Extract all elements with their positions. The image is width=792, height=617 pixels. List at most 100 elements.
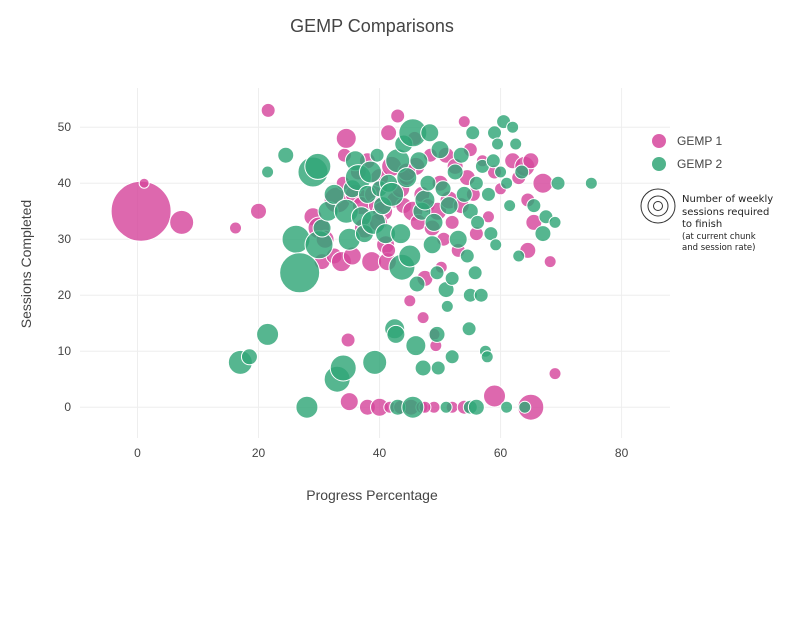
point-gemp-2 <box>548 215 562 229</box>
point-gemp-2 <box>473 287 489 303</box>
point-gemp-2 <box>550 175 566 191</box>
tick-labels: 0 20 40 60 80 0 10 20 30 40 50 <box>58 120 629 460</box>
point-gemp-2 <box>323 183 345 205</box>
x-axis-label: Progress Percentage <box>306 487 438 503</box>
point-gemp-2 <box>439 400 453 414</box>
point-gemp-2 <box>409 151 429 171</box>
x-tick-label: 80 <box>615 446 629 460</box>
point-gemp-2 <box>422 235 442 255</box>
point-gemp-2 <box>419 174 437 192</box>
point-gemp-2 <box>430 140 450 160</box>
y-axis-label: Sessions Completed <box>18 200 34 328</box>
point-gemp-1 <box>548 367 562 381</box>
y-tick-label: 10 <box>58 344 72 358</box>
point-gemp-2 <box>459 248 475 264</box>
point-gemp-1 <box>381 242 397 258</box>
y-tick-label: 20 <box>58 288 72 302</box>
point-gemp-2 <box>279 252 321 294</box>
point-gemp-2 <box>526 198 542 214</box>
point-gemp-2 <box>467 398 485 416</box>
x-tick-label: 20 <box>252 446 266 460</box>
point-gemp-2 <box>446 163 464 181</box>
point-gemp-2 <box>467 265 483 281</box>
point-gemp-1 <box>335 127 357 149</box>
x-tick-label: 40 <box>373 446 387 460</box>
point-gemp-1 <box>250 202 268 220</box>
y-tick-label: 0 <box>64 400 71 414</box>
point-gemp-2 <box>414 359 432 377</box>
point-gemp-2 <box>470 214 486 230</box>
point-gemp-2 <box>396 167 418 189</box>
point-gemp-2 <box>386 324 406 344</box>
point-gemp-2 <box>390 223 412 245</box>
point-gemp-2 <box>358 160 382 184</box>
point-gemp-2 <box>408 275 426 293</box>
point-gemp-2 <box>398 244 422 268</box>
chart-title: GEMP Comparisons <box>290 16 454 36</box>
point-gemp-1 <box>390 108 406 124</box>
point-gemp-2 <box>369 147 385 163</box>
point-gemp-2 <box>428 325 446 343</box>
point-gemp-1 <box>260 102 276 118</box>
size-legend-text: Number of weekly sessions required to fi… <box>682 194 782 254</box>
point-gemp-1 <box>380 124 398 142</box>
point-gemp-2 <box>444 349 460 365</box>
point-gemp-2 <box>362 349 388 375</box>
point-gemp-2 <box>512 249 526 263</box>
point-gemp-2 <box>295 395 319 419</box>
point-gemp-2 <box>439 196 459 216</box>
point-gemp-2 <box>405 335 427 357</box>
point-gemp-2 <box>452 146 470 164</box>
legend-label-gemp-1: GEMP 1 <box>677 134 722 148</box>
point-gemp-2 <box>468 175 484 191</box>
point-gemp-2 <box>518 400 532 414</box>
point-gemp-2 <box>487 125 503 141</box>
point-gemp-1 <box>110 180 172 242</box>
point-gemp-2 <box>491 137 505 151</box>
point-gemp-1 <box>403 294 417 308</box>
point-gemp-1 <box>169 209 195 235</box>
point-gemp-2 <box>534 225 552 243</box>
legend-marker-gemp-2 <box>652 157 666 171</box>
legend-label-gemp-2: GEMP 2 <box>677 157 722 171</box>
size-legend-sub: (at current chunk and session rate) <box>682 231 756 253</box>
size-legend-icon <box>640 188 676 224</box>
point-gemp-2 <box>430 360 446 376</box>
point-gemp-1 <box>457 115 471 129</box>
point-gemp-2 <box>465 125 481 141</box>
point-gemp-2 <box>424 212 444 232</box>
point-gemp-1 <box>444 214 460 230</box>
point-gemp-2 <box>312 218 332 238</box>
point-gemp-2 <box>494 165 508 179</box>
point-gemp-2 <box>514 164 530 180</box>
point-gemp-1 <box>483 384 507 408</box>
point-gemp-2 <box>455 185 473 203</box>
point-gemp-1 <box>522 152 540 170</box>
point-gemp-2 <box>329 354 357 382</box>
point-gemp-2 <box>414 189 436 211</box>
point-gemp-2 <box>277 146 295 164</box>
point-gemp-1 <box>543 255 557 269</box>
point-gemp-2 <box>420 123 440 143</box>
point-gemp-2 <box>444 270 460 286</box>
point-gemp-2 <box>485 153 501 169</box>
point-gemp-2 <box>509 137 523 151</box>
point-gemp-2 <box>503 199 517 213</box>
point-gemp-1 <box>532 172 554 194</box>
point-gemp-1 <box>339 392 359 412</box>
point-gemp-2 <box>506 120 520 134</box>
legend-marker-gemp-1 <box>652 134 666 148</box>
legend: GEMP 1 GEMP 2 <box>652 134 722 171</box>
point-gemp-2 <box>461 321 477 337</box>
point-gemp-2 <box>401 395 425 419</box>
y-tick-label: 30 <box>58 232 72 246</box>
point-gemp-2 <box>500 400 514 414</box>
x-tick-label: 0 <box>134 446 141 460</box>
x-tick-label: 60 <box>494 446 508 460</box>
point-gemp-2 <box>379 181 405 207</box>
point-gemp-2 <box>448 229 468 249</box>
point-gemp-2 <box>440 299 454 313</box>
point-gemp-1 <box>138 177 150 189</box>
